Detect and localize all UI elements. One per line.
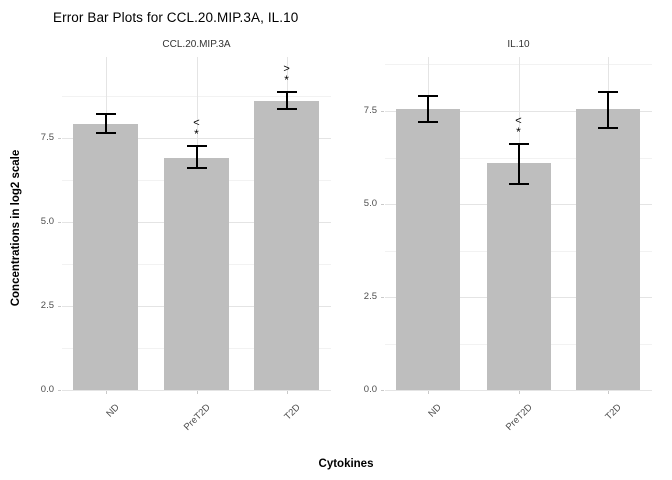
error-bar-cap-lower <box>186 167 207 169</box>
x-tick-label-pret2d: PreT2D <box>181 402 213 433</box>
x-tick-label-nd: ND <box>426 402 445 420</box>
x-axis-title: Cytokines <box>0 458 672 470</box>
x-axis-tick <box>607 391 609 394</box>
annotation-star: * <box>284 73 289 88</box>
error-bar-cap-lower <box>597 126 618 129</box>
y-axis-tick <box>381 297 384 298</box>
error-bar-cap-lower <box>95 131 116 134</box>
y-tick-label: 2.5 <box>363 291 377 302</box>
bar-pret2d <box>164 157 229 390</box>
y-tick-label: 5.0 <box>40 215 54 227</box>
x-tick-label-t2d: T2D <box>281 402 303 423</box>
significance-annotation: < * <box>177 117 217 142</box>
bar-t2d <box>575 109 640 390</box>
x-axis-tick <box>286 391 288 394</box>
y-tick-label: 0.0 <box>40 384 54 395</box>
bar-nd <box>73 124 138 390</box>
error-bar-cap-lower <box>418 121 439 124</box>
y-axis-tick <box>381 204 384 205</box>
y-axis-tick <box>381 110 384 112</box>
x-axis-title-text: Cytokines <box>318 458 374 470</box>
annotation-star: * <box>516 125 521 140</box>
error-bar-cap-upper <box>508 143 529 146</box>
error-bar-cap-lower <box>276 108 297 111</box>
error-bar-line <box>517 144 520 184</box>
facet-panel-il10: < * <box>385 57 652 391</box>
annotation-direction: < <box>193 117 200 130</box>
y-tick-label: 2.5 <box>40 299 54 311</box>
y-axis-tick <box>58 137 61 139</box>
bar-nd <box>396 109 461 390</box>
y-tick-label: 5.0 <box>363 198 377 209</box>
error-bar-cap-upper <box>186 145 207 148</box>
facet-panel-ccl20mip3a: < * > * <box>62 57 331 391</box>
x-tick-label-pret2d: PreT2D <box>503 402 535 433</box>
y-axis-tick <box>381 390 384 391</box>
annotation-direction: > <box>283 63 290 76</box>
facet-strip-il10: IL.10 <box>507 39 530 50</box>
y-axis-title: Concentrations in log2 scale <box>10 149 22 307</box>
error-bar-cap-upper <box>276 91 297 94</box>
gridline-major <box>385 390 652 391</box>
bar-pret2d <box>486 163 551 390</box>
y-axis-tick <box>58 305 61 307</box>
error-bar-cap-lower <box>508 182 529 185</box>
bar-t2d <box>254 100 319 390</box>
x-axis-tick <box>105 391 107 394</box>
x-tick-label-t2d: T2D <box>603 402 624 423</box>
x-tick-label-nd: ND <box>103 402 122 420</box>
facet-strip-ccl20mip3a: CCL.20.MIP.3A <box>162 39 231 50</box>
y-axis-tick <box>58 390 61 391</box>
annotation-star: * <box>194 127 199 142</box>
x-axis-tick <box>196 391 198 394</box>
error-bar-line <box>606 92 609 128</box>
chart-title: Error Bar Plots for CCL.20.MIP.3A, IL.10 <box>53 10 299 25</box>
x-axis-tick <box>428 391 430 394</box>
error-bar-line <box>195 146 198 168</box>
annotation-direction: < <box>515 115 522 128</box>
y-tick-label: 7.5 <box>363 104 377 116</box>
error-bar-line <box>427 96 430 123</box>
error-bar-cap-upper <box>95 113 116 116</box>
significance-annotation: < * <box>499 115 539 140</box>
x-axis-tick <box>518 391 520 394</box>
significance-annotation: > * <box>267 63 307 88</box>
y-axis-tick <box>58 221 61 223</box>
error-bar-cap-upper <box>597 91 618 94</box>
y-tick-label: 0.0 <box>363 384 377 395</box>
y-tick-label: 7.5 <box>40 131 54 143</box>
error-bar-line <box>104 114 107 133</box>
gridline-major <box>62 390 331 391</box>
error-bar-line <box>285 92 288 110</box>
error-bar-cap-upper <box>418 95 439 98</box>
